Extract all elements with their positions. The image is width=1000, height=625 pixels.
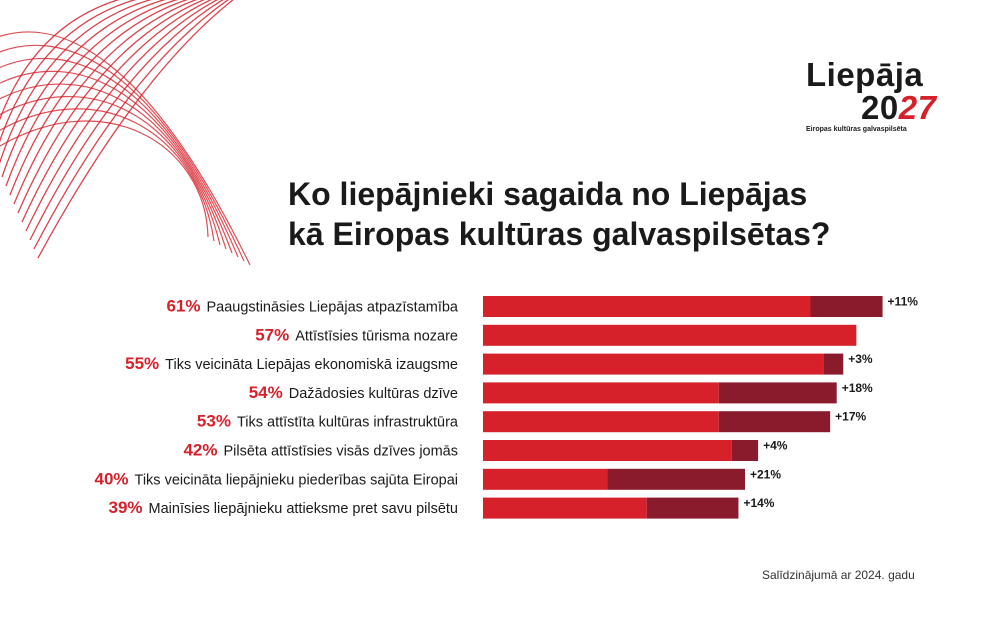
- decorative-line: [0, 0, 137, 143]
- bar-increase: [731, 440, 759, 461]
- chart-title: Ko liepājnieki sagaida no Liepājas kā Ei…: [288, 174, 830, 254]
- category-label: Tiks veicināta liepājnieku piederības sa…: [135, 472, 458, 488]
- decorative-line: [1, 0, 167, 178]
- logo-name: Liepāja: [806, 56, 924, 93]
- decorative-line: [0, 31, 251, 266]
- bar-increase: [718, 411, 831, 433]
- decorative-line: [0, 83, 227, 250]
- logo: Liepāja 2027 Eiropas kultūras galvaspils…: [806, 56, 937, 134]
- percent-label: 42%: [183, 441, 217, 460]
- chart-title-line-2: kā Eiropas kultūras galvaspilsētas?: [288, 216, 831, 252]
- decorative-line: [17, 0, 205, 214]
- footnote: Salīdzinājumā ar 2024. gadu: [762, 568, 915, 582]
- percent-label: 39%: [108, 498, 142, 517]
- bar-increase: [718, 382, 837, 404]
- decorative-line: [0, 108, 215, 242]
- decorative-line: [13, 0, 198, 205]
- category-label: Pilsēta attīstīsies visās dzīves jomās: [224, 444, 459, 460]
- bar-base: [483, 497, 647, 519]
- decorative-line: [0, 70, 233, 254]
- decorative-line: [0, 0, 120, 121]
- bar-base: [483, 382, 719, 404]
- logo-year-accent: 27: [898, 89, 937, 126]
- change-label: +21%: [750, 467, 781, 481]
- bar-base: [483, 353, 824, 375]
- change-label: +17%: [835, 410, 866, 424]
- percent-label: 57%: [255, 325, 289, 344]
- change-label: +18%: [842, 381, 873, 395]
- bar-base: [483, 468, 608, 490]
- decorative-red-lines: [0, 0, 251, 266]
- bar-increase: [823, 353, 844, 375]
- percent-label: 55%: [125, 354, 159, 373]
- bar-increase: [810, 296, 883, 317]
- decorative-line: [0, 0, 152, 165]
- bar-base: [483, 411, 719, 433]
- percent-label: 61%: [166, 297, 200, 316]
- decorative-line: [0, 57, 239, 258]
- decorative-line: [37, 0, 234, 259]
- change-label: +14%: [743, 496, 774, 510]
- percent-label: 53%: [197, 412, 231, 431]
- decorative-line: [0, 120, 209, 238]
- category-label: Dažādosies kultūras dzīve: [289, 386, 458, 402]
- category-label: Paaugstināsies Liepājas atpazīstamība: [207, 300, 459, 316]
- change-label: +3%: [848, 352, 873, 366]
- percent-label: 40%: [94, 469, 128, 488]
- decorative-line: [0, 96, 221, 246]
- decorative-line: [33, 0, 230, 250]
- bar-base: [483, 296, 811, 317]
- bar-base: [483, 440, 732, 461]
- change-label: +4%: [763, 439, 788, 453]
- category-label: Attīstīsies tūrisma nozare: [295, 328, 458, 344]
- chart-title-line-1: Ko liepājnieki sagaida no Liepājas: [288, 176, 808, 212]
- logo-year-prefix: 20: [861, 89, 899, 126]
- logo-subtitle: Eiropas kultūras galvaspilsēta: [806, 126, 907, 133]
- decorative-line: [9, 0, 189, 196]
- bar-base: [483, 324, 857, 346]
- decorative-line: [5, 0, 178, 187]
- bar-increase: [607, 468, 745, 490]
- change-label: +11%: [888, 295, 919, 309]
- logo-year: 2027: [861, 89, 937, 126]
- percent-label: 54%: [249, 383, 283, 402]
- category-label: Tiks veicināta Liepājas ekonomiskā izaug…: [165, 357, 458, 373]
- category-label: Mainīsies liepājnieku attieksme pret sav…: [149, 501, 458, 517]
- bar-increase: [646, 497, 739, 519]
- decorative-line: [0, 44, 245, 262]
- category-label: Tiks attīstīta kultūras infrastruktūra: [237, 415, 459, 431]
